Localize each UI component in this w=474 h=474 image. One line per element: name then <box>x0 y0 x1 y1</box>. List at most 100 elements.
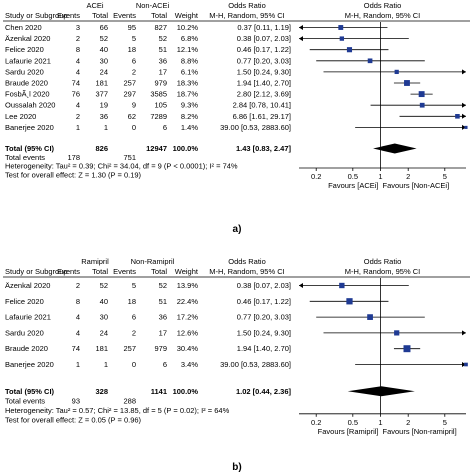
ci-arrow-left <box>299 283 303 288</box>
study-name: Sardu 2020 <box>5 328 44 337</box>
total2-header: Total <box>151 267 167 276</box>
total1-cell: 181 <box>95 79 108 88</box>
or-sub-header-left: M-H, Random, 95% CI <box>209 267 284 276</box>
ci-arrow-right <box>462 330 466 336</box>
point-estimate <box>367 314 373 320</box>
weight-header: Weight <box>175 11 199 20</box>
events2-cell: 2 <box>132 328 136 337</box>
total2-cell: 827 <box>154 23 167 32</box>
x-tick-label: 0.5 <box>348 418 358 427</box>
ci-cell: 0.46 [0.17, 1.22] <box>237 45 291 54</box>
pooled-diamond <box>373 143 417 154</box>
total1-cell: 24 <box>100 67 108 76</box>
total1-cell: 24 <box>100 328 108 337</box>
point-estimate <box>339 36 345 41</box>
total2-cell: 36 <box>159 313 167 322</box>
total1-sum: 826 <box>95 144 108 153</box>
or-header-left: Odds Ratio <box>228 1 266 10</box>
total1-cell: 36 <box>100 112 108 121</box>
weight-cell: 18.7% <box>177 90 199 99</box>
total2-cell: 105 <box>154 101 167 110</box>
weight-cell: 6.8% <box>181 34 198 43</box>
events2-cell: 95 <box>128 23 136 32</box>
ci-cell: 0.77 [0.20, 3.03] <box>237 56 291 65</box>
pooled-diamond <box>347 386 415 397</box>
events1-cell: 74 <box>72 344 80 353</box>
favours-left: Favours [ACEi] <box>328 181 378 190</box>
ci-cell: 2.80 [2.12, 3.69] <box>237 90 291 99</box>
heterogeneity-text: Heterogeneity: Tau² = 0.39; Chi² = 34.04… <box>5 162 238 171</box>
point-estimate <box>403 345 411 353</box>
total1-cell: 66 <box>100 23 108 32</box>
events2-cell: 18 <box>128 297 136 306</box>
ci-cell: 0.38 [0.07, 2.03] <box>237 34 291 43</box>
events1-header: Events <box>57 11 80 20</box>
x-tick-label: 0.2 <box>311 418 321 427</box>
weight-cell: 22.4% <box>177 297 199 306</box>
total2-cell: 979 <box>154 344 167 353</box>
study-name: Sardu 2020 <box>5 67 44 76</box>
point-estimate <box>464 125 468 129</box>
study-name: Chen 2020 <box>5 23 42 32</box>
ci-cell: 39.00 [0.53, 2883.60] <box>220 123 291 132</box>
point-estimate <box>394 69 399 75</box>
heterogeneity-text: Heterogeneity: Tau² = 0.57; Chi² = 13.85… <box>5 406 230 415</box>
ci-arrow-right <box>462 362 466 367</box>
study-header: Study or Subgroup <box>5 11 68 20</box>
study-name: Felice 2020 <box>5 297 44 306</box>
total1-header: Total <box>92 267 108 276</box>
total-label: Total (95% CI) <box>5 144 55 153</box>
total2-sum: 12947 <box>146 144 167 153</box>
events2-cell: 62 <box>128 112 136 121</box>
events2-header: Events <box>113 11 136 20</box>
total-events1: 178 <box>67 153 80 162</box>
point-estimate <box>346 47 353 53</box>
events1-cell: 8 <box>76 297 80 306</box>
total1-cell: 52 <box>100 281 108 290</box>
events1-cell: 1 <box>76 123 80 132</box>
total1-cell: 1 <box>104 123 108 132</box>
x-tick-label: 5 <box>443 418 447 427</box>
x-tick-label: 0.5 <box>348 172 358 181</box>
ci-arrow-right <box>462 69 466 75</box>
total2-cell: 51 <box>159 297 167 306</box>
weight-cell: 10.2% <box>177 23 199 32</box>
point-estimate <box>419 102 425 108</box>
study-name: Äzenkal 2020 <box>5 34 50 43</box>
point-estimate <box>367 58 373 64</box>
x-tick-label: 2 <box>406 418 410 427</box>
weight-cell: 12.6% <box>177 328 199 337</box>
total2-cell: 17 <box>159 328 167 337</box>
group1-header: ACEi <box>86 1 103 10</box>
total1-cell: 52 <box>100 34 108 43</box>
total1-cell: 30 <box>100 313 108 322</box>
events2-cell: 257 <box>123 344 136 353</box>
x-tick-label: 0.2 <box>311 172 321 181</box>
ci-cell: 0.46 [0.17, 1.22] <box>237 297 291 306</box>
weight-cell: 9.3% <box>181 101 198 110</box>
overall-effect-text: Test for overall effect: Z = 0.05 (P = 0… <box>5 416 142 425</box>
events2-header: Events <box>113 267 136 276</box>
total2-cell: 6 <box>163 360 167 369</box>
total2-cell: 7289 <box>150 112 167 121</box>
total-events2: 751 <box>123 153 136 162</box>
total-events-label: Total events <box>5 396 45 405</box>
events2-cell: 18 <box>128 45 136 54</box>
events1-cell: 2 <box>76 34 80 43</box>
total-ci: 1.02 [0.44, 2.36] <box>236 387 292 396</box>
events2-cell: 2 <box>132 67 136 76</box>
favours-left: Favours [Ramipril] <box>318 427 379 436</box>
weight-cell: 8.2% <box>181 112 198 121</box>
events1-cell: 2 <box>76 112 80 121</box>
or-header-left: Odds Ratio <box>228 257 266 266</box>
events1-cell: 76 <box>72 90 80 99</box>
total-ci: 1.43 [0.83, 2.47] <box>236 144 292 153</box>
point-estimate <box>339 282 345 289</box>
events2-cell: 9 <box>132 101 136 110</box>
point-estimate <box>346 298 353 305</box>
events2-cell: 6 <box>132 56 136 65</box>
total2-cell: 51 <box>159 45 167 54</box>
weight-header: Weight <box>175 267 199 276</box>
study-name: Lee 2020 <box>5 112 36 121</box>
or-sub-header-right: M-H, Random, 95% CI <box>345 11 420 20</box>
